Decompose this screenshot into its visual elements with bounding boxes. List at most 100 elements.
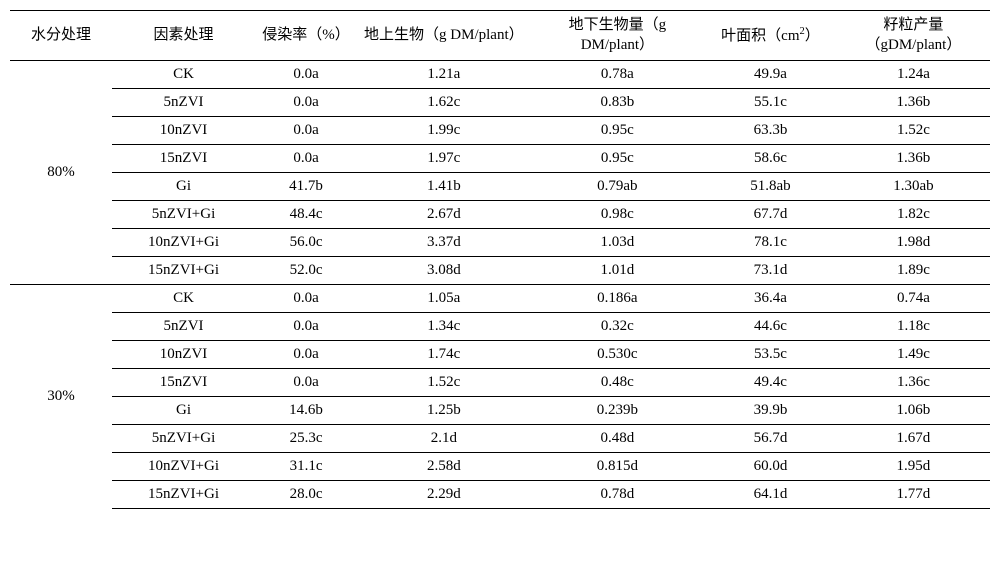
leaf-cell: 73.1d xyxy=(704,257,837,285)
leaf-cell: 78.1c xyxy=(704,229,837,257)
infect-cell: 48.4c xyxy=(255,201,357,229)
leaf-cell: 51.8ab xyxy=(704,173,837,201)
factor-cell: 15nZVI+Gi xyxy=(112,481,255,509)
factor-cell: 15nZVI+Gi xyxy=(112,257,255,285)
table-row: 5nZVI+Gi25.3c2.1d0.48d56.7d1.67d xyxy=(10,425,990,453)
factor-cell: 10nZVI+Gi xyxy=(112,453,255,481)
infect-cell: 52.0c xyxy=(255,257,357,285)
leaf-cell: 56.7d xyxy=(704,425,837,453)
factor-cell: 15nZVI xyxy=(112,369,255,397)
factor-cell: Gi xyxy=(112,173,255,201)
leaf-cell: 55.1c xyxy=(704,89,837,117)
infect-cell: 0.0a xyxy=(255,61,357,89)
leaf-cell: 63.3b xyxy=(704,117,837,145)
above-cell: 1.74c xyxy=(357,341,531,369)
grain-cell: 1.18c xyxy=(837,313,990,341)
infect-cell: 0.0a xyxy=(255,145,357,173)
factor-cell: 5nZVI+Gi xyxy=(112,425,255,453)
below-cell: 0.78d xyxy=(531,481,705,509)
table-row: 15nZVI+Gi28.0c2.29d0.78d64.1d1.77d xyxy=(10,481,990,509)
below-cell: 0.78a xyxy=(531,61,705,89)
header-water: 水分处理 xyxy=(10,11,112,61)
table-row: 30%CK0.0a1.05a0.186a36.4a0.74a xyxy=(10,285,990,313)
table-row: 10nZVI+Gi31.1c2.58d0.815d60.0d1.95d xyxy=(10,453,990,481)
factor-cell: 5nZVI xyxy=(112,89,255,117)
grain-cell: 1.24a xyxy=(837,61,990,89)
factor-cell: 10nZVI xyxy=(112,117,255,145)
below-cell: 0.239b xyxy=(531,397,705,425)
water-cell: 30% xyxy=(10,285,112,509)
above-cell: 3.08d xyxy=(357,257,531,285)
header-factor: 因素处理 xyxy=(112,11,255,61)
table-row: Gi14.6b1.25b0.239b39.9b1.06b xyxy=(10,397,990,425)
above-cell: 1.34c xyxy=(357,313,531,341)
table-row: 15nZVI+Gi52.0c3.08d1.01d73.1d1.89c xyxy=(10,257,990,285)
header-above: 地上生物（g DM/plant） xyxy=(357,11,531,61)
infect-cell: 0.0a xyxy=(255,89,357,117)
data-table: 水分处理 因素处理 侵染率（%） 地上生物（g DM/plant） 地下生物量（… xyxy=(10,10,990,509)
factor-cell: CK xyxy=(112,61,255,89)
factor-cell: 5nZVI xyxy=(112,313,255,341)
grain-cell: 1.30ab xyxy=(837,173,990,201)
header-infect: 侵染率（%） xyxy=(255,11,357,61)
leaf-cell: 64.1d xyxy=(704,481,837,509)
above-cell: 1.99c xyxy=(357,117,531,145)
grain-cell: 1.98d xyxy=(837,229,990,257)
factor-cell: 5nZVI+Gi xyxy=(112,201,255,229)
header-row: 水分处理 因素处理 侵染率（%） 地上生物（g DM/plant） 地下生物量（… xyxy=(10,11,990,61)
leaf-cell: 60.0d xyxy=(704,453,837,481)
grain-cell: 1.95d xyxy=(837,453,990,481)
below-cell: 0.815d xyxy=(531,453,705,481)
below-cell: 0.186a xyxy=(531,285,705,313)
above-cell: 1.97c xyxy=(357,145,531,173)
above-cell: 1.41b xyxy=(357,173,531,201)
infect-cell: 0.0a xyxy=(255,117,357,145)
table-row: 15nZVI0.0a1.97c0.95c58.6c1.36b xyxy=(10,145,990,173)
water-cell: 80% xyxy=(10,61,112,285)
header-leaf: 叶面积（cm2） xyxy=(704,11,837,61)
table-row: 15nZVI0.0a1.52c0.48c49.4c1.36c xyxy=(10,369,990,397)
leaf-cell: 49.9a xyxy=(704,61,837,89)
leaf-cell: 44.6c xyxy=(704,313,837,341)
below-cell: 0.95c xyxy=(531,117,705,145)
table-row: 5nZVI0.0a1.34c0.32c44.6c1.18c xyxy=(10,313,990,341)
factor-cell: CK xyxy=(112,285,255,313)
above-cell: 1.05a xyxy=(357,285,531,313)
grain-cell: 1.36b xyxy=(837,145,990,173)
below-cell: 0.48d xyxy=(531,425,705,453)
header-grain: 籽粒产量（gDM/plant） xyxy=(837,11,990,61)
below-cell: 0.79ab xyxy=(531,173,705,201)
grain-cell: 1.06b xyxy=(837,397,990,425)
infect-cell: 0.0a xyxy=(255,341,357,369)
infect-cell: 28.0c xyxy=(255,481,357,509)
below-cell: 0.95c xyxy=(531,145,705,173)
infect-cell: 14.6b xyxy=(255,397,357,425)
table-row: 5nZVI0.0a1.62c0.83b55.1c1.36b xyxy=(10,89,990,117)
infect-cell: 25.3c xyxy=(255,425,357,453)
above-cell: 1.52c xyxy=(357,369,531,397)
factor-cell: 10nZVI xyxy=(112,341,255,369)
below-cell: 0.530c xyxy=(531,341,705,369)
leaf-cell: 36.4a xyxy=(704,285,837,313)
table-row: 5nZVI+Gi48.4c2.67d0.98c67.7d1.82c xyxy=(10,201,990,229)
below-cell: 0.98c xyxy=(531,201,705,229)
table-row: 10nZVI0.0a1.99c0.95c63.3b1.52c xyxy=(10,117,990,145)
above-cell: 2.67d xyxy=(357,201,531,229)
below-cell: 0.48c xyxy=(531,369,705,397)
infect-cell: 56.0c xyxy=(255,229,357,257)
grain-cell: 1.36c xyxy=(837,369,990,397)
above-cell: 2.1d xyxy=(357,425,531,453)
above-cell: 2.29d xyxy=(357,481,531,509)
grain-cell: 1.67d xyxy=(837,425,990,453)
grain-cell: 1.49c xyxy=(837,341,990,369)
infect-cell: 0.0a xyxy=(255,285,357,313)
factor-cell: 15nZVI xyxy=(112,145,255,173)
above-cell: 1.62c xyxy=(357,89,531,117)
infect-cell: 0.0a xyxy=(255,369,357,397)
factor-cell: 10nZVI+Gi xyxy=(112,229,255,257)
table-row: 10nZVI+Gi56.0c3.37d1.03d78.1c1.98d xyxy=(10,229,990,257)
table-row: 80%CK0.0a1.21a0.78a49.9a1.24a xyxy=(10,61,990,89)
grain-cell: 1.77d xyxy=(837,481,990,509)
leaf-cell: 58.6c xyxy=(704,145,837,173)
grain-cell: 1.89c xyxy=(837,257,990,285)
